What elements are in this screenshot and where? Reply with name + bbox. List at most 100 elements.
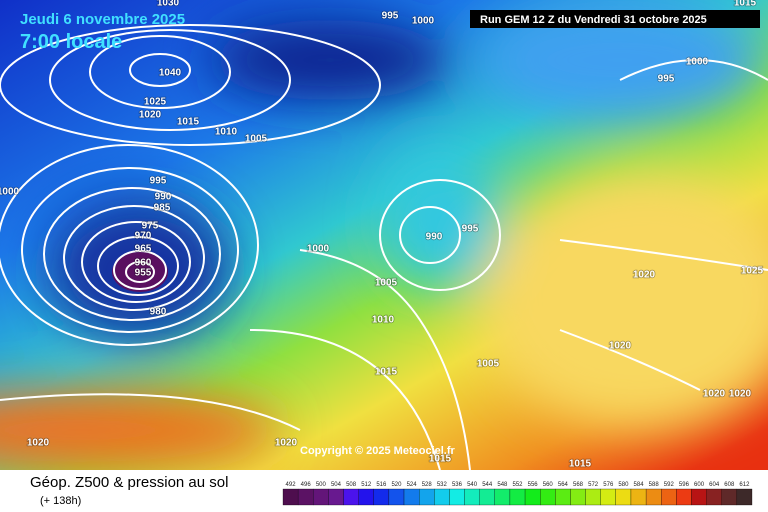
colorbar-label: 600 <box>694 482 705 488</box>
run: Run GEM 12 Z du Vendredi 31 octobre 2025 <box>480 14 707 26</box>
isobar-label: 1020 <box>275 438 298 449</box>
colorbar-swatch <box>706 488 722 506</box>
colorbar-swatch <box>434 488 450 506</box>
isobar-label: 1000 <box>686 57 709 68</box>
isobar-label: 1020 <box>27 438 50 449</box>
colorbar-swatch <box>373 488 390 506</box>
colorbar-swatch <box>676 488 692 506</box>
copyright: Copyright © 2025 Meteociel.fr <box>300 445 456 457</box>
colorbar-label: 608 <box>724 482 735 488</box>
colorbar-label: 580 <box>618 482 629 488</box>
isobar-label: 1030 <box>157 0 180 9</box>
colorbar-label: 564 <box>558 482 569 488</box>
colorbar-label: 532 <box>437 482 448 488</box>
colorbar-swatch <box>358 488 374 506</box>
fields <box>0 0 768 470</box>
isobar-label: 1020 <box>703 389 726 400</box>
colorbar-swatch <box>524 488 541 506</box>
isobar-label: 995 <box>462 224 479 235</box>
isobar-label: 1015 <box>375 367 398 378</box>
colorbar-label: 504 <box>331 482 342 488</box>
colorbar-label: 508 <box>346 482 357 488</box>
isobars <box>0 24 768 471</box>
colorbar-swatch <box>570 488 586 506</box>
colorbar-swatch <box>313 488 329 506</box>
isobar-label: 1020 <box>633 270 656 281</box>
colorbar-swatch <box>297 488 314 506</box>
colorbar-swatch <box>343 488 359 506</box>
isobar-label: 1025 <box>741 266 764 277</box>
isobar-label: 995 <box>382 11 399 22</box>
colorbar-label: 604 <box>709 482 720 488</box>
isobar-label: 1015 <box>177 117 200 128</box>
colorbar-label: 512 <box>361 482 372 488</box>
isobar-label: 970 <box>135 231 152 242</box>
colorbar-swatch <box>388 488 405 506</box>
colorbar-swatch <box>464 488 480 506</box>
isobar-label: 990 <box>155 192 172 203</box>
colorbar-swatch <box>555 488 571 506</box>
colorbar-label: 520 <box>391 482 402 488</box>
colorbar-label: 536 <box>452 482 463 488</box>
isobar-label: 1010 <box>372 315 395 326</box>
colorbar-label: 524 <box>407 482 418 488</box>
colorbar-swatch <box>630 488 647 506</box>
colorbar-swatch <box>509 488 526 506</box>
isobar-label: 1025 <box>144 97 167 108</box>
colorbar-swatch <box>615 488 632 506</box>
isobar-label: 1015 <box>569 459 592 470</box>
isobar-label: 1015 <box>734 0 757 9</box>
colorbar-swatch <box>494 488 511 506</box>
colorbar-label: 612 <box>739 482 750 488</box>
colorbar-swatch <box>540 488 556 506</box>
isobar-label: 1000 <box>412 16 435 27</box>
run-box <box>470 10 760 28</box>
isobar-label: 1005 <box>375 278 398 289</box>
footer-subtitle: (+ 138h) <box>40 495 81 507</box>
colorbar-swatch <box>661 488 677 506</box>
colorbar-swatch <box>585 488 601 506</box>
time: 7:00 locale <box>20 31 122 53</box>
colorbar-label: 560 <box>543 482 554 488</box>
isobar-label: 980 <box>150 307 167 318</box>
isobar-label: 1020 <box>139 110 162 121</box>
colorbar-label: 540 <box>467 482 478 488</box>
colorbar-label: 568 <box>573 482 584 488</box>
colorbar-label: 496 <box>301 482 312 488</box>
isobar-label: 1015 <box>429 454 452 465</box>
colorbar-label: 572 <box>588 482 599 488</box>
date: Jeudi 6 novembre 2025 <box>20 11 185 28</box>
isobar-label: 965 <box>135 244 152 255</box>
isobar-label: 995 <box>150 176 167 187</box>
colorbar-swatch <box>600 488 616 506</box>
footer-title: Géop. Z500 & pression au sol <box>30 474 228 491</box>
colorbar-swatch <box>645 488 662 506</box>
colorbar-swatch <box>419 488 435 506</box>
isobar-label: 975 <box>142 221 159 232</box>
isobar-label: 1010 <box>215 127 238 138</box>
colorbar-swatch <box>282 488 299 506</box>
low-core <box>112 252 168 292</box>
colorbar-label: 596 <box>679 482 690 488</box>
colorbar-label: 556 <box>528 482 539 488</box>
isobar-label: 955 <box>135 268 152 279</box>
colorbar-label: 528 <box>422 482 433 488</box>
isobar-label: 1040 <box>159 68 182 79</box>
isobar-label: 985 <box>154 203 171 214</box>
colorbar-label: 516 <box>376 482 387 488</box>
isobar-label: 995 <box>658 74 675 85</box>
colorbar-label: 584 <box>634 482 645 488</box>
colorbar-swatch <box>479 488 495 506</box>
colorbar-label: 588 <box>649 482 660 488</box>
colorbar-swatch <box>328 488 344 506</box>
colorbar-label: 592 <box>664 482 675 488</box>
isobar-label: 960 <box>135 258 152 269</box>
colorbar-label: 576 <box>603 482 614 488</box>
colorbar-swatch <box>721 488 738 506</box>
colorbar-label: 492 <box>286 482 297 488</box>
isobar-label: 1020 <box>729 389 752 400</box>
colorbar-swatch <box>449 488 465 506</box>
isobar-label: 1020 <box>609 341 632 352</box>
colorbar-swatch <box>403 488 420 506</box>
